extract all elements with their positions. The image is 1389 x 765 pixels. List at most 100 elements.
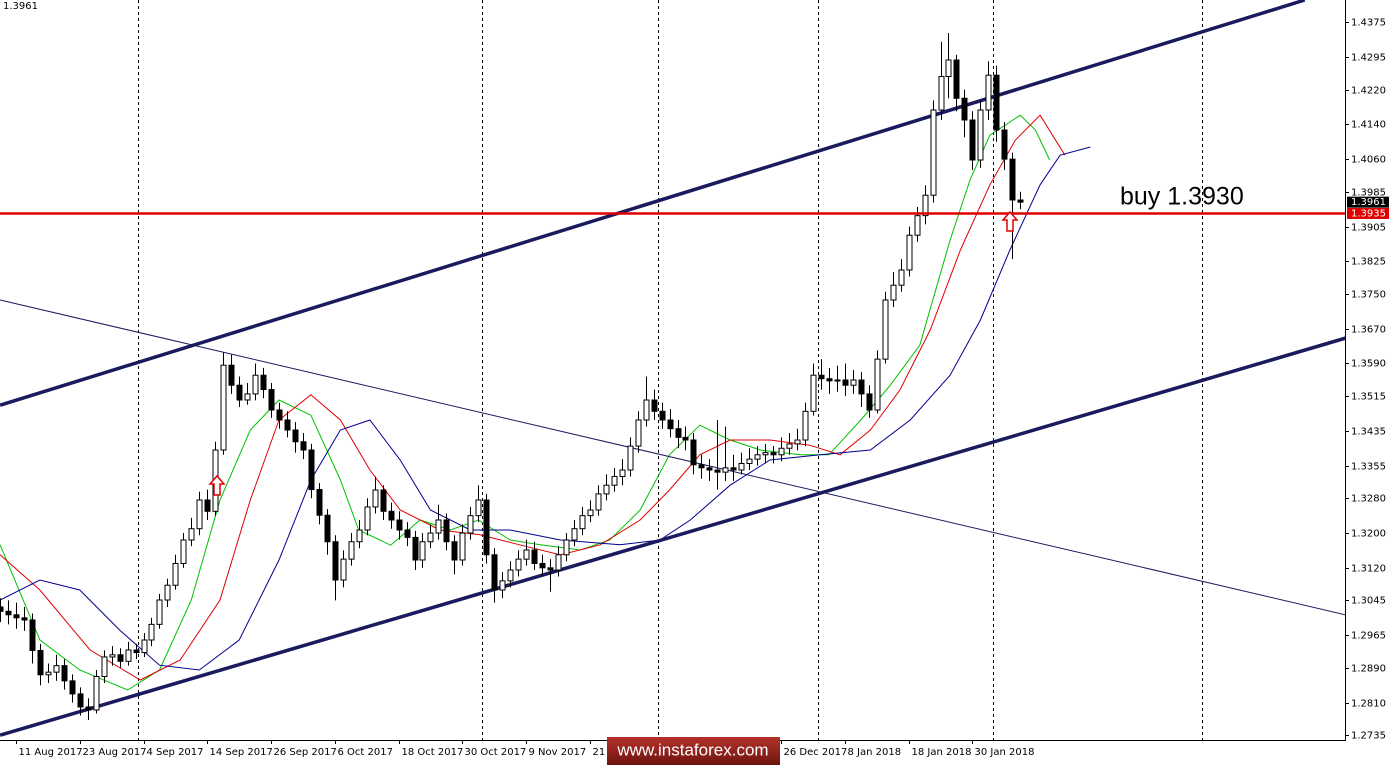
candle-body (340, 558, 347, 581)
candle-body (308, 449, 315, 491)
candle-body (443, 519, 450, 543)
candle-body (818, 374, 825, 380)
signal-arrow (208, 474, 226, 496)
y-tick-label: 1.3670 (1351, 325, 1386, 336)
candle-body (125, 649, 132, 662)
x-tick-label: 11 Aug 2017 (19, 747, 83, 758)
candle-body (1017, 199, 1024, 203)
candle-body (523, 549, 530, 560)
y-tick-label: 1.3120 (1351, 564, 1386, 575)
candle-body (611, 476, 618, 486)
candle-body (826, 378, 833, 382)
y-tick-label: 1.4060 (1351, 155, 1386, 166)
candle-body (890, 284, 897, 301)
y-tick-label: 1.3435 (1351, 427, 1386, 438)
y-tick-label: 1.3590 (1351, 359, 1386, 370)
candle-body (667, 419, 674, 430)
candle-body (396, 519, 403, 531)
y-tick-label: 1.3280 (1351, 494, 1386, 505)
candle-body (906, 234, 913, 271)
candle-body (539, 562, 546, 569)
candle-body (276, 409, 283, 421)
candle-body (770, 452, 777, 456)
candle-body (571, 528, 578, 541)
y-tick-label: 1.2890 (1351, 664, 1386, 675)
candle-body (356, 529, 363, 543)
candle-body (236, 384, 243, 401)
candle-body (953, 59, 960, 99)
signal-arrow (1001, 210, 1019, 232)
candle-body (730, 467, 737, 471)
candle-body (164, 584, 171, 601)
candle-body (1001, 129, 1008, 160)
candle-body (627, 445, 634, 471)
annotation: buy 1.3930 (1120, 183, 1244, 211)
candle-body (659, 410, 666, 421)
candle-body (148, 623, 155, 641)
level-tag-bg (1347, 207, 1389, 219)
plot-area (0, 0, 1345, 737)
top-price-label: 1.3961 (3, 1, 38, 12)
candle-body (196, 499, 203, 530)
candle-body (810, 374, 817, 412)
x-tick-label: 30 Oct 2017 (465, 747, 527, 758)
candle-body (587, 509, 594, 517)
candle-body (985, 74, 992, 111)
candle-body (786, 443, 793, 449)
x-tick-label: 9 Nov 2017 (529, 747, 587, 758)
candle-body (292, 429, 299, 443)
price-tag-bg (1347, 196, 1389, 208)
candle-body (364, 506, 371, 531)
price-tag: 1.3961 (1351, 197, 1386, 208)
candle-body (412, 536, 419, 561)
candle-body (324, 514, 331, 543)
candle-body (53, 665, 60, 673)
candle-body (475, 499, 482, 517)
y-tick-label: 1.4295 (1351, 53, 1386, 64)
candle-body (101, 656, 108, 678)
indicator-line (0, 146, 1091, 671)
candle-body (945, 59, 952, 78)
candle-body (595, 493, 602, 511)
candle-body (260, 374, 267, 391)
candle-body (1009, 158, 1016, 201)
watermark-bg (607, 737, 780, 765)
x-tick-label: 18 Oct 2017 (402, 747, 464, 758)
candle-body (635, 419, 642, 447)
candle-body (5, 610, 12, 616)
candle-body (922, 194, 929, 217)
y-tick-label: 1.4220 (1351, 86, 1386, 97)
candle-body (531, 549, 538, 564)
candle-body (938, 76, 945, 111)
candle-body (746, 458, 753, 464)
level-tag: 1.3935 (1351, 208, 1386, 219)
candle-body (802, 410, 809, 441)
candle-body (0, 606, 4, 612)
y-tick-label: 1.3515 (1351, 392, 1386, 403)
y-tick-label: 1.2810 (1351, 699, 1386, 710)
candle-body (348, 541, 355, 560)
candle-body (842, 379, 849, 386)
candle-body (21, 617, 28, 621)
y-tick-label: 1.3825 (1351, 257, 1386, 268)
y-tick-label: 1.4375 (1351, 18, 1386, 29)
candle-body (388, 510, 395, 521)
indicator-line (0, 114, 1051, 691)
candle-body (459, 532, 466, 561)
candle-body (651, 399, 658, 412)
candle-body (45, 671, 52, 676)
candle-body (300, 441, 307, 451)
candle-body (268, 389, 275, 411)
candle-body (563, 539, 570, 556)
candle-body (13, 614, 20, 619)
x-tick-label: 30 Jan 2018 (975, 747, 1035, 758)
candle-body (706, 467, 713, 471)
y-tick-label: 1.3985 (1351, 188, 1386, 199)
candle-body (451, 541, 458, 561)
candle-body (643, 399, 650, 421)
candle-body (435, 519, 442, 534)
